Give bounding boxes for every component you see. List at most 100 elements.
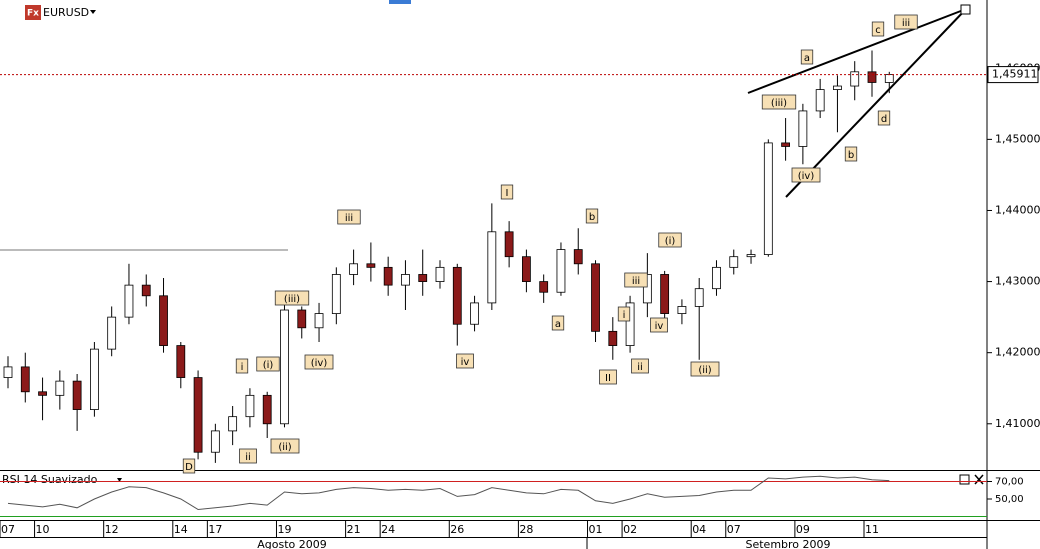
- month-label: Setembro 2009: [745, 538, 830, 549]
- y-tick-label: 1,44000: [995, 203, 1040, 216]
- candle-body: [124, 284, 134, 318]
- candle-body: [366, 263, 376, 268]
- candle-body: [712, 266, 721, 290]
- symbol-icon[interactable]: [25, 5, 41, 20]
- wave-label-box: [270, 438, 300, 454]
- last-price-box: [987, 66, 1039, 84]
- wave-label: (iii): [284, 294, 300, 305]
- wave-label: (i): [263, 360, 274, 371]
- candle-body: [781, 142, 790, 147]
- y-tick-label: 1,43000: [995, 275, 1040, 288]
- wave-label: (ii): [278, 442, 291, 453]
- candle-body: [159, 295, 168, 346]
- x-tick-label: 21: [347, 523, 361, 536]
- candle-body: [107, 316, 117, 350]
- candle-body: [833, 85, 842, 90]
- wave-label-box: [761, 94, 797, 110]
- candle-body: [38, 391, 47, 396]
- symbol-title[interactable]: EURUSD: [43, 6, 89, 19]
- candle-body: [556, 249, 566, 293]
- wave-label-box: [551, 315, 565, 331]
- wave-label-box: [304, 354, 334, 370]
- wave-label-box: [650, 317, 668, 333]
- wave-label-box: [585, 208, 599, 224]
- wave-label-box: [239, 448, 257, 464]
- candle-body: [262, 394, 272, 425]
- x-tick-label: 12: [105, 523, 119, 536]
- candle-body: [176, 345, 186, 378]
- x-tick-label: 26: [450, 523, 464, 536]
- wave-label-box: [791, 167, 821, 183]
- wave-label-box: [274, 290, 310, 306]
- candle-body: [677, 306, 687, 314]
- candle-body: [452, 266, 462, 325]
- candle-body: [694, 288, 704, 307]
- wave-label: i: [623, 310, 626, 321]
- candle-body: [539, 281, 549, 293]
- wave-label-box: [877, 110, 891, 126]
- close-button[interactable]: [974, 474, 984, 485]
- wave-label-box: [337, 209, 361, 225]
- candle-body: [3, 366, 13, 378]
- trend-line[interactable]: [785, 8, 967, 198]
- wave-label: (i): [665, 236, 676, 247]
- wave-label-box: [599, 369, 617, 385]
- wave-label-box: [182, 458, 196, 474]
- trend-handle[interactable]: [960, 4, 971, 15]
- wave-label: (ii): [698, 365, 711, 376]
- wave-label-box: [871, 21, 885, 37]
- candle-body: [522, 256, 531, 282]
- wave-label: i: [241, 362, 244, 373]
- dropdown-arrow[interactable]: [90, 10, 96, 14]
- candle-body: [228, 416, 238, 432]
- wave-label: a: [804, 53, 810, 64]
- trend-line[interactable]: [747, 8, 967, 94]
- wave-label-box: [800, 49, 814, 65]
- candle-body: [625, 302, 635, 346]
- wave-label: ii: [245, 452, 251, 463]
- dropdown-arrow[interactable]: [117, 478, 122, 482]
- y-tick-label: 1,45000: [995, 132, 1040, 145]
- wave-label-box: [500, 184, 514, 200]
- x-tick-label: 10: [36, 523, 50, 536]
- candle-body: [573, 249, 583, 265]
- x-tick-label: 07: [1, 523, 15, 536]
- candle-body: [280, 309, 289, 425]
- indicator-title[interactable]: RSI 14 Suavizado: [2, 473, 98, 486]
- candle-body: [401, 274, 410, 286]
- x-tick-label: 24: [381, 523, 395, 536]
- candle-body: [884, 74, 894, 83]
- wave-label: (iv): [798, 171, 815, 182]
- candle-body: [470, 302, 479, 325]
- x-tick-label: 01: [589, 523, 603, 536]
- candle-body: [331, 274, 341, 314]
- candle-body: [746, 254, 756, 258]
- candle-body: [141, 284, 151, 297]
- candle-body: [193, 377, 203, 453]
- month-label: Agosto 2009: [257, 538, 327, 549]
- x-tick-label: 19: [277, 523, 291, 536]
- candle-body: [763, 142, 773, 255]
- candle-body: [383, 266, 393, 286]
- wave-label-box: [844, 146, 858, 162]
- last-price-label: 1,45911: [992, 68, 1038, 81]
- wave-label: D: [185, 462, 193, 473]
- candle-body: [867, 71, 877, 83]
- candle-body: [349, 263, 359, 275]
- x-tick-label: 02: [623, 523, 637, 536]
- wave-label: iv: [655, 321, 664, 332]
- wave-label: d: [881, 114, 887, 125]
- wave-label: c: [875, 25, 881, 36]
- wave-label: iii: [902, 18, 910, 29]
- wave-label-box: [456, 353, 474, 369]
- candle-body: [314, 313, 324, 329]
- wave-label: I: [506, 188, 509, 199]
- wave-label: ii: [637, 362, 643, 373]
- maximize-button[interactable]: [959, 474, 970, 485]
- scroll-marker[interactable]: [389, 0, 411, 4]
- candle-body: [418, 274, 428, 282]
- candle-body: [72, 380, 82, 410]
- x-tick-label: 07: [727, 523, 741, 536]
- candle-body: [850, 71, 860, 87]
